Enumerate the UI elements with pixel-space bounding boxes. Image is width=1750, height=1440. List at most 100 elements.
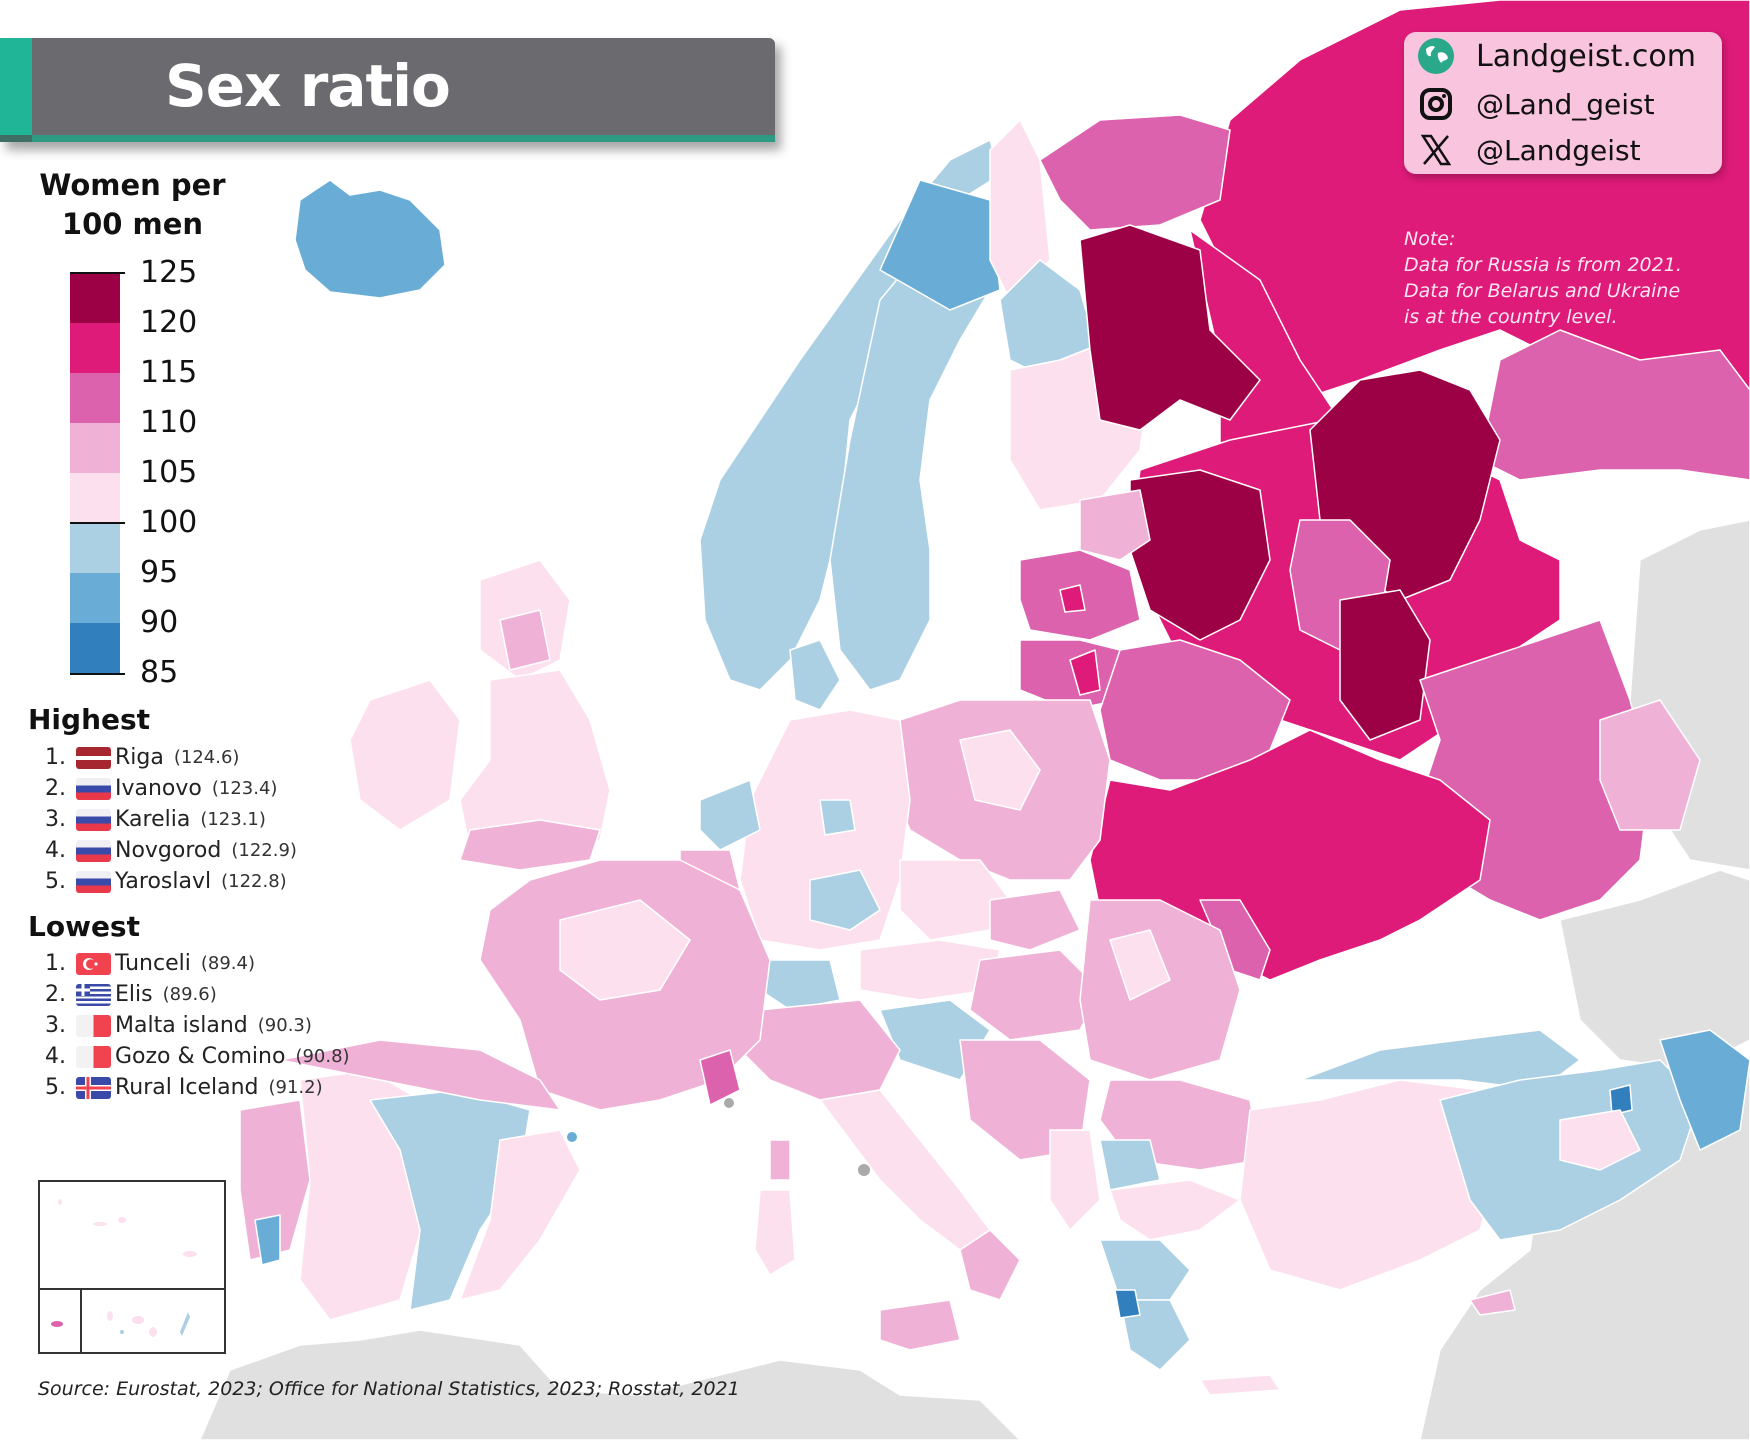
page-title: Sex ratio: [165, 52, 451, 120]
region-scotland-mid: [499, 609, 551, 671]
legend-swatch-120-125: [70, 273, 120, 323]
website-link[interactable]: Landgeist.com: [1416, 36, 1696, 76]
legend-label-90: 90: [140, 605, 179, 640]
rank-name: Tunceli: [115, 951, 191, 976]
russia-flag-icon: [76, 808, 111, 831]
region-cyprus: [1469, 1289, 1516, 1316]
list-item: 5. Rural Iceland (91.2): [40, 1072, 350, 1103]
list-item: 3. Karelia (123.1): [40, 804, 297, 835]
data-note: Note: Data for Russia is from 2021. Data…: [1404, 226, 1734, 330]
x-handle: @Landgeist: [1476, 133, 1641, 167]
region-england-south: [459, 819, 601, 871]
region-corsica: [769, 1139, 791, 1181]
region-albania: [1049, 1129, 1101, 1231]
region-greece-central: [1099, 1239, 1191, 1301]
instagram-icon: [1416, 84, 1456, 124]
x-link[interactable]: @Landgeist: [1416, 130, 1641, 170]
region-romania-light: [1109, 929, 1171, 1001]
legend-swatch-110-115: [70, 373, 120, 423]
region-novgorod-tver: [1129, 469, 1271, 641]
region-denmark: [789, 639, 841, 711]
legend-swatch-85-90: [70, 623, 120, 673]
rank-number: 4.: [45, 1044, 66, 1069]
rank-value: (91.2): [268, 1077, 323, 1098]
rank-value: (123.1): [200, 809, 266, 830]
legend-swatch-115-120: [70, 323, 120, 373]
rank-name: Yaroslavl: [115, 869, 212, 894]
legend-title-line2: 100 men: [61, 207, 204, 241]
legend-tick-top: [70, 272, 125, 274]
rank-value: (90.8): [295, 1046, 350, 1067]
title-underline: [32, 135, 775, 142]
region-riga: [1059, 584, 1086, 613]
russia-flag-icon: [76, 777, 111, 800]
legend-label-95: 95: [140, 555, 179, 590]
region-caucasus: [1559, 869, 1750, 1071]
title-background: [32, 38, 775, 142]
rank-number: 5.: [45, 869, 66, 894]
region-greece-south: [1119, 1299, 1191, 1371]
region-slovakia: [989, 889, 1081, 951]
title-accent-shadow: [0, 135, 32, 142]
madeira-island: [51, 1321, 63, 1327]
list-item: 5. Yaroslavl (122.8): [40, 866, 297, 897]
russia-flag-icon: [76, 870, 111, 893]
rank-value: (122.8): [221, 871, 287, 892]
region-spain-north: [279, 1039, 561, 1111]
russia-flag-icon: [76, 839, 111, 862]
region-turkey-east: [1659, 1029, 1750, 1151]
x-logo-icon: [1416, 130, 1456, 170]
region-vilnius: [1069, 649, 1101, 696]
list-item: 1. Riga (124.6): [40, 742, 297, 773]
rank-number: 1.: [45, 951, 66, 976]
source-citation: Source: Eurostat, 2023; Office for Natio…: [38, 1378, 740, 1400]
legend-swatch-90-95: [70, 573, 120, 623]
rank-value: (90.3): [257, 1015, 312, 1036]
azores-islands: [58, 1199, 197, 1257]
highest-list: 1. Riga (124.6) 2. Ivanovo (123.4) 3. Ka…: [40, 742, 297, 897]
region-tunceli: [1609, 1084, 1633, 1116]
region-turkey-west: [1239, 1079, 1501, 1291]
region-north-africa: [199, 1329, 1021, 1440]
list-item: 3. Malta island (90.3): [40, 1010, 350, 1041]
legend-label-110: 110: [140, 405, 198, 440]
region-greece-north: [1109, 1179, 1241, 1241]
instagram-handle: @Land_geist: [1476, 87, 1655, 121]
rank-value: (89.6): [162, 984, 217, 1005]
canary-islands: [107, 1311, 190, 1337]
list-item: 2. Elis (89.6): [40, 979, 350, 1010]
note-line-2: Data for Belarus and Ukraine: [1404, 280, 1681, 302]
region-portugal-blue: [254, 1214, 281, 1266]
region-poland-light: [959, 729, 1041, 811]
rank-name: Malta island: [115, 1013, 248, 1038]
rank-number: 5.: [45, 1075, 66, 1100]
note-heading: Note:: [1404, 228, 1456, 250]
legend-label-115: 115: [140, 355, 198, 390]
region-finland-north: [989, 119, 1051, 301]
islands-inset-map: [38, 1180, 226, 1354]
legend-title-line1: Women per: [39, 168, 226, 202]
rank-number: 2.: [45, 776, 66, 801]
rank-number: 3.: [45, 807, 66, 832]
rank-number: 3.: [45, 1013, 66, 1038]
region-italy-south: [959, 1229, 1021, 1301]
instagram-link[interactable]: @Land_geist: [1416, 84, 1655, 124]
lowest-heading: Lowest: [28, 910, 140, 943]
legend-label-85: 85: [140, 655, 179, 690]
latvia-flag-icon: [76, 746, 111, 769]
rank-name: Elis: [115, 982, 153, 1007]
website-text: Landgeist.com: [1476, 38, 1696, 74]
vatican-marker: [858, 1164, 870, 1176]
social-links-box: Landgeist.com @Land_geist @Landgeist: [1404, 32, 1722, 174]
rank-name: Riga: [115, 745, 164, 770]
legend-label-125: 125: [140, 255, 198, 290]
legend-label-120: 120: [140, 305, 198, 340]
legend-label-100: 100: [140, 505, 198, 540]
greece-flag-icon: [76, 983, 111, 1006]
region-iceland: [294, 179, 446, 299]
globe-icon: [1416, 36, 1456, 76]
malta-flag-icon: [76, 1014, 111, 1037]
note-line-1: Data for Russia is from 2021.: [1404, 254, 1682, 276]
rank-name: Ivanovo: [115, 776, 202, 801]
